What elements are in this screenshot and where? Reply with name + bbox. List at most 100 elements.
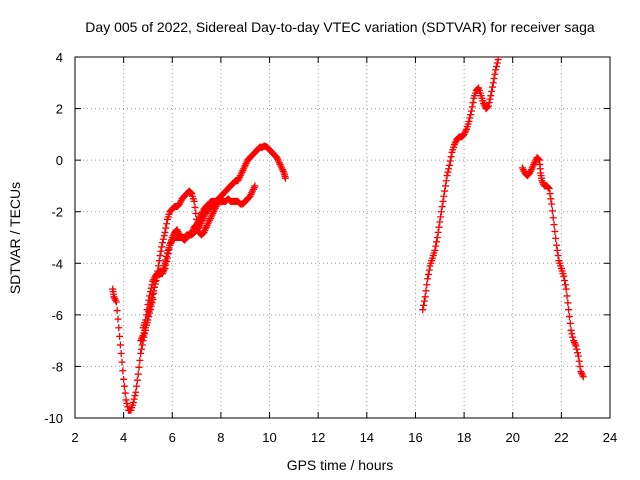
y-tick-label: -8 <box>51 359 63 374</box>
data-point <box>489 79 497 87</box>
data-point <box>131 392 139 400</box>
data-point <box>130 395 138 403</box>
data-point <box>561 276 569 284</box>
data-point <box>143 306 151 314</box>
data-point <box>485 99 493 107</box>
data-point <box>192 209 200 217</box>
data-point <box>573 345 581 353</box>
data-point <box>446 157 454 165</box>
data-point <box>488 87 496 95</box>
data-point <box>432 242 440 250</box>
x-tick-label: 8 <box>217 430 224 445</box>
data-point <box>133 376 141 384</box>
data-point <box>551 227 559 235</box>
data-point <box>420 297 428 305</box>
x-tick-label: 12 <box>311 430 325 445</box>
data-point <box>578 371 586 379</box>
data-point <box>465 117 473 125</box>
data-point <box>121 389 129 397</box>
data-point <box>132 388 140 396</box>
data-point <box>161 228 169 236</box>
data-point <box>163 252 171 260</box>
grid <box>75 57 610 418</box>
data-point <box>554 252 562 260</box>
data-point <box>568 330 576 338</box>
x-tick-label: 10 <box>262 430 276 445</box>
data-point <box>419 306 427 314</box>
data-point <box>420 301 428 309</box>
data-point <box>567 326 575 334</box>
x-tick-label: 18 <box>457 430 471 445</box>
data-point <box>156 252 164 260</box>
data-point <box>467 107 475 115</box>
data-point <box>560 272 568 280</box>
data-point <box>440 192 448 200</box>
data-point <box>146 288 154 296</box>
data-point <box>545 185 553 193</box>
series-arc-1 <box>109 182 259 414</box>
data-point <box>562 285 570 293</box>
data-point <box>157 247 165 255</box>
data-point <box>146 292 154 300</box>
data-point <box>552 234 560 242</box>
y-tick-label: -4 <box>51 256 63 271</box>
data-point <box>546 190 554 198</box>
data-point <box>487 92 495 100</box>
y-tick-label: -2 <box>51 205 63 220</box>
data-point <box>493 62 501 70</box>
data-point <box>116 332 124 340</box>
data-point <box>120 382 128 390</box>
data-point <box>435 223 443 231</box>
data-point <box>138 341 146 349</box>
data-point <box>424 270 432 278</box>
data-point <box>484 103 492 111</box>
data-point <box>423 281 431 289</box>
data-point <box>572 342 580 350</box>
data-point <box>437 213 445 221</box>
data-point <box>158 243 166 251</box>
data-point <box>148 281 156 289</box>
data-point <box>564 299 572 307</box>
data-point <box>112 298 120 306</box>
data-point <box>578 369 586 377</box>
data-point <box>467 111 475 119</box>
data-point <box>443 172 451 180</box>
data-point <box>442 177 450 185</box>
x-tick-label: 16 <box>408 430 422 445</box>
data-point <box>119 367 127 375</box>
x-tick-label: 4 <box>120 430 127 445</box>
data-point <box>424 275 432 283</box>
data-point <box>133 382 141 390</box>
data-point <box>421 293 429 301</box>
data-point <box>162 256 170 264</box>
data-point <box>191 203 199 211</box>
data-point <box>491 70 499 78</box>
data-point <box>444 168 452 176</box>
data-point <box>149 295 157 303</box>
data-point <box>570 338 578 346</box>
data-point <box>548 207 556 215</box>
data-point <box>193 215 201 223</box>
data-point <box>281 174 289 182</box>
data-point <box>216 193 224 201</box>
data-point <box>118 358 126 366</box>
data-point <box>425 266 433 274</box>
x-tick-label: 6 <box>169 430 176 445</box>
x-tick-label: 14 <box>360 430 374 445</box>
data-point <box>114 315 122 323</box>
data-point <box>494 56 502 64</box>
data-point <box>566 319 574 327</box>
data-point <box>159 239 167 247</box>
data-point <box>468 103 476 111</box>
data-point <box>466 114 474 122</box>
data-point <box>579 373 587 381</box>
data-point <box>187 189 195 197</box>
data-point <box>422 287 430 295</box>
data-point <box>251 182 259 190</box>
data-point <box>492 66 500 74</box>
data-point <box>142 316 150 324</box>
axis-ticks <box>74 56 611 419</box>
data-point <box>441 182 449 190</box>
x-tick-label: 20 <box>505 430 519 445</box>
data-point <box>160 232 168 240</box>
